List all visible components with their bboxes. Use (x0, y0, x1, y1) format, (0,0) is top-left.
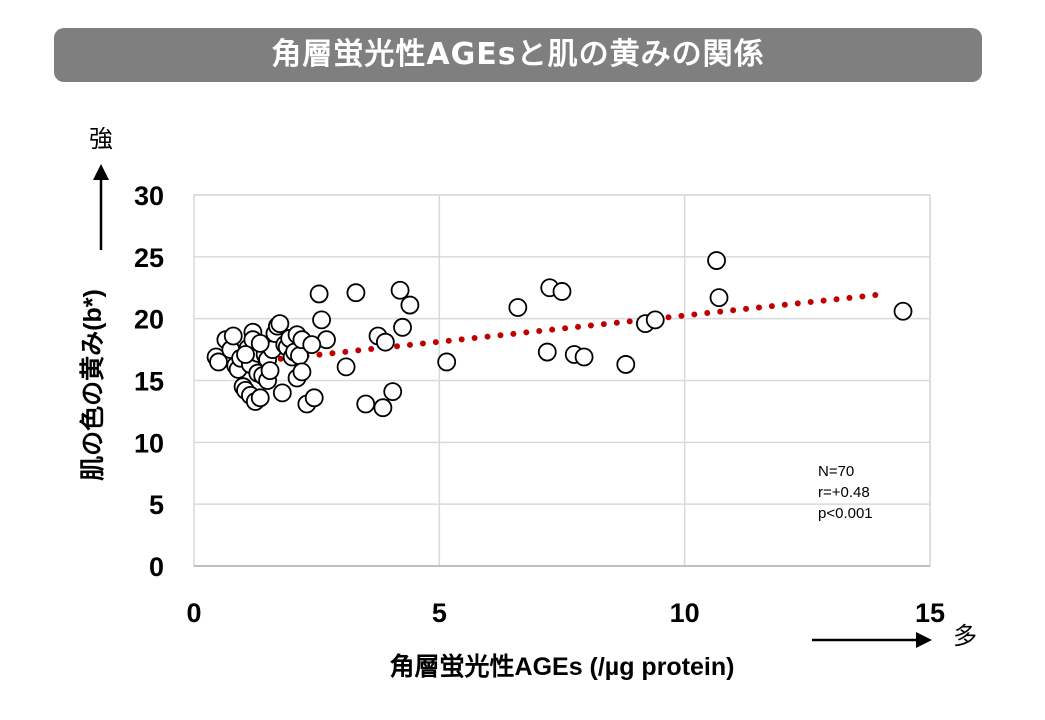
y-tick-label: 15 (134, 367, 164, 397)
data-point (272, 383, 292, 403)
data-point (508, 298, 528, 317)
data-point (893, 301, 913, 321)
stats-p: p<0.001 (818, 505, 873, 522)
x-quantity-label: 多 (953, 623, 977, 650)
data-point (336, 357, 356, 377)
data-point (346, 283, 366, 303)
y-tick-label: 0 (149, 552, 164, 582)
x-arrow-head-icon (916, 632, 932, 648)
y-tick-label: 20 (134, 305, 164, 335)
data-point (312, 310, 331, 330)
y-axis-label: 肌の色の黄み(b*) (78, 289, 107, 481)
data-point (574, 347, 594, 367)
data-point (292, 362, 312, 382)
data-point (209, 352, 228, 372)
stats-r: r=+0.48 (818, 484, 870, 501)
x-tick-label: 10 (670, 598, 700, 628)
data-point (552, 282, 572, 301)
y-tick-label: 10 (134, 428, 164, 458)
x-tick-label: 15 (915, 598, 945, 628)
chart-title: 角層蛍光性AGEsと肌の黄みの関係 (54, 28, 982, 82)
data-point (707, 251, 726, 270)
y-tick-label: 30 (134, 181, 164, 211)
data-point (304, 388, 324, 408)
stats-box: N=70 r=+0.48 p<0.001 (818, 461, 873, 524)
data-point (645, 310, 665, 330)
data-point (375, 332, 395, 352)
data-point (373, 398, 393, 418)
data-point (709, 288, 729, 308)
data-point (270, 314, 290, 334)
y-tick-label: 25 (134, 243, 164, 273)
data-point (437, 352, 457, 372)
data-point (223, 326, 243, 346)
x-axis-label: 角層蛍光性AGEs (/µg protein) (390, 653, 735, 681)
data-point (250, 333, 270, 353)
data-points (206, 251, 913, 418)
trendline-layer (213, 290, 889, 369)
y-arrow-head-icon (93, 164, 109, 180)
data-point (250, 388, 270, 408)
x-tick-label: 5 (432, 598, 447, 628)
y-tick-label: 5 (149, 490, 164, 520)
data-point (616, 355, 636, 374)
y-strength-label: 強 (89, 126, 113, 153)
data-point (356, 394, 376, 414)
data-point (383, 382, 403, 402)
data-point (236, 345, 255, 364)
grid-lines (193, 194, 931, 567)
data-point (309, 284, 329, 304)
x-tick-label: 0 (186, 598, 201, 628)
stats-n: N=70 (818, 463, 855, 480)
data-point (260, 361, 280, 381)
trendline (213, 290, 889, 369)
data-point (400, 295, 420, 315)
axes: 0 5 10 15 20 25 30 0 5 10 15 角層蛍光性AGEs (/µg protein… (78, 126, 977, 681)
data-point (302, 335, 322, 355)
data-point (390, 280, 410, 300)
data-point (537, 342, 557, 362)
data-point (393, 317, 412, 337)
